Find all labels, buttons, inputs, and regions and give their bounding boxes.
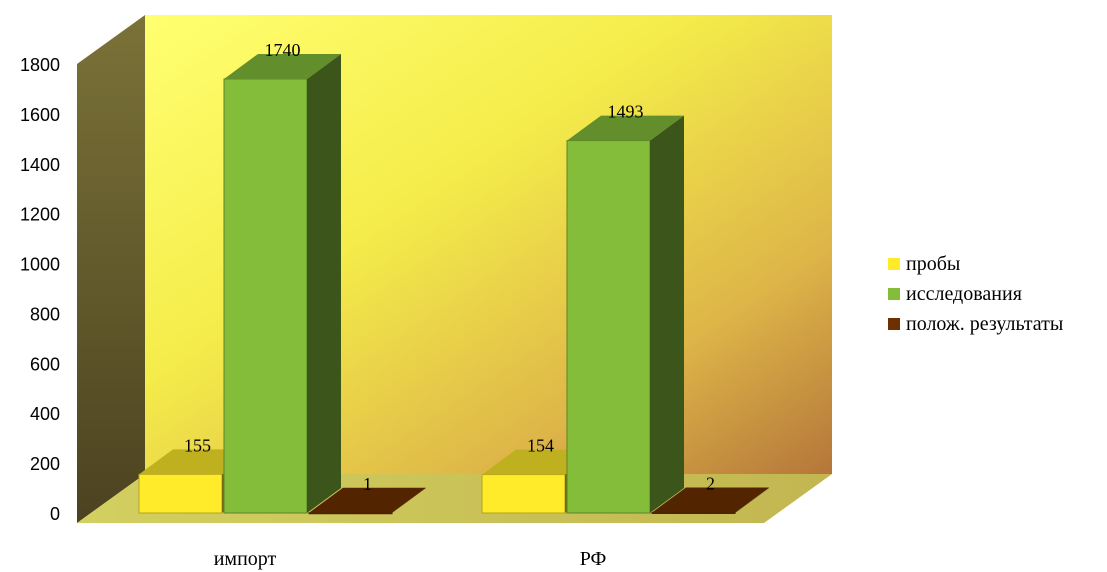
legend-label: полож. результаты [906,312,1064,335]
bar-side [735,487,769,513]
y-tick-label: 400 [30,404,60,424]
y-tick-label: 200 [30,454,60,474]
bar-1-0 [223,53,341,514]
y-tick-label: 1200 [20,205,60,225]
bar-2-0 [308,487,426,515]
legend-swatch [888,258,900,270]
legend: пробы исследования полож. результаты [888,249,1063,339]
chart-side-wall [77,15,145,523]
y-tick-label: 600 [30,354,60,374]
bar-front [223,78,308,514]
legend-item: полож. результаты [888,309,1063,339]
y-tick-label: 0 [50,504,60,524]
y-axis-ticks: 0 200 400 600 800 1000 1200 1400 1600 1800 [20,55,60,524]
bar-front [308,512,393,515]
bar-side [307,53,341,513]
data-label: 2 [706,474,715,494]
y-tick-label: 1400 [20,155,60,175]
bar-front [566,140,651,514]
bar-top [652,487,769,513]
legend-swatch [888,288,900,300]
legend-label: пробы [906,252,961,275]
bar-front [651,512,736,515]
bar-front [481,474,566,514]
category-label: РФ [580,548,607,570]
data-label: 154 [527,436,554,456]
bar-top [224,53,341,79]
category-label: импорт [214,548,277,570]
bar-top [309,487,426,513]
bar-side [650,115,684,514]
data-label: 1493 [608,102,644,122]
bar-2-1 [651,487,769,515]
bar-side [392,487,426,513]
y-tick-label: 1000 [20,255,60,275]
bar-1-1 [566,115,684,514]
data-label: 1740 [265,40,301,60]
legend-label: исследования [906,282,1022,305]
legend-swatch [888,318,900,330]
y-tick-label: 800 [30,304,60,324]
category-labels: импорт РФ [214,548,607,570]
data-label: 155 [184,435,211,455]
bar-top [567,115,684,141]
legend-item: исследования [888,279,1063,309]
y-tick-label: 1600 [20,105,60,125]
data-labels: 155 1740 1 154 1493 2 [184,40,715,494]
bars [138,53,769,515]
bar-front [138,473,223,514]
data-label: 1 [363,474,372,494]
legend-item: пробы [888,249,1063,279]
y-tick-label: 1800 [20,55,60,75]
